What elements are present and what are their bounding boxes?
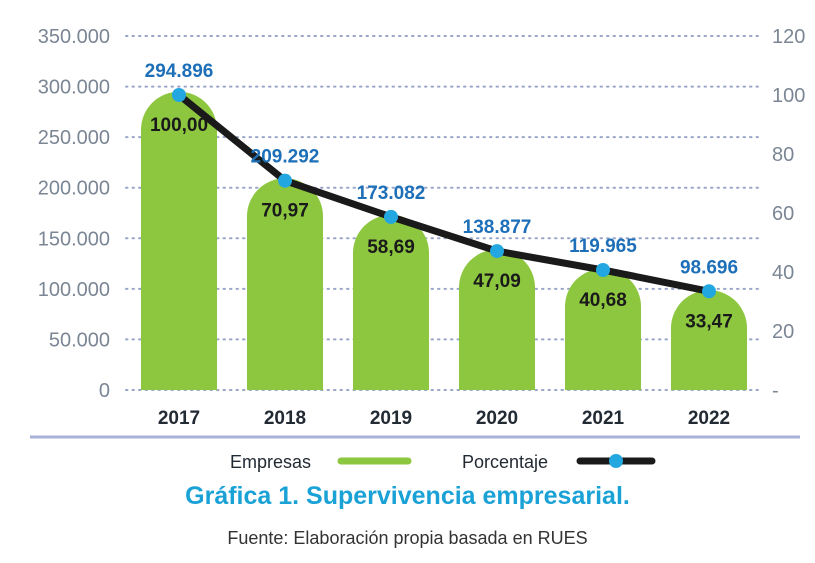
legend-label-porcentaje: Porcentaje — [462, 452, 548, 472]
y-axis-left: 0 50.000 100.000 150.000 200.000 250.000 300.0… — [38, 26, 110, 402]
x-tick-label: 2022 — [688, 408, 730, 429]
percent-label: 58,69 — [367, 237, 415, 258]
line-series — [172, 88, 716, 299]
y-left-tick-label: 350.000 — [38, 26, 110, 48]
y-right-tick-label: 100 — [772, 85, 805, 107]
series-line — [175, 91, 713, 295]
chart-svg: 0 50.000 100.000 150.000 200.000 250.000 300.0… — [30, 26, 805, 472]
percent-label: 40,68 — [579, 290, 627, 311]
x-tick-label: 2021 — [582, 408, 625, 429]
chart-title: Gráfica 1. Supervivencia empresarial. — [185, 482, 630, 510]
value-label: 294.896 — [145, 61, 214, 82]
y-left-tick-label: 100.000 — [38, 279, 110, 301]
percent-label: 100,00 — [150, 115, 208, 136]
line-point — [384, 209, 398, 224]
bar — [565, 268, 641, 390]
bar — [671, 290, 747, 390]
percent-label: 33,47 — [685, 311, 733, 332]
y-right-tick-label: 40 — [772, 262, 794, 284]
y-left-tick-label: 150.000 — [38, 228, 110, 250]
y-right-tick-label: 80 — [772, 144, 794, 166]
y-right-tick-label: 120 — [772, 26, 805, 48]
y-axis-right: - 20 40 60 80 100 120 — [772, 26, 805, 402]
grid-layer — [125, 35, 763, 391]
line-point — [596, 262, 610, 277]
value-label: 138.877 — [463, 217, 532, 238]
bar — [459, 249, 535, 390]
x-tick-label: 2017 — [158, 408, 200, 429]
y-left-tick-label: 250.000 — [38, 127, 110, 149]
value-label: 173.082 — [357, 183, 426, 204]
x-tick-label: 2020 — [476, 408, 518, 429]
line-point — [278, 173, 292, 188]
value-label: 119.965 — [569, 236, 637, 257]
x-tick-label: 2019 — [370, 408, 412, 429]
bar-series — [141, 91, 747, 390]
y-right-tick-label: - — [772, 380, 779, 402]
line-point — [702, 284, 716, 299]
chart-source: Fuente: Elaboración propia basada en RUE… — [227, 528, 588, 548]
y-left-tick-label: 50.000 — [49, 329, 110, 351]
line-point — [490, 244, 504, 259]
legend-label-empresas: Empresas — [230, 452, 311, 472]
x-axis: 2017 2018 2019 2020 2021 2022 — [30, 408, 800, 439]
value-label: 98.696 — [680, 257, 738, 278]
y-left-tick-label: 0 — [99, 380, 110, 402]
line-point — [172, 88, 186, 102]
percent-label: 47,09 — [473, 271, 521, 292]
legend-swatch-marker — [609, 454, 623, 468]
y-right-tick-label: 60 — [772, 203, 794, 225]
y-right-tick-label: 20 — [772, 321, 794, 343]
bar — [353, 214, 429, 390]
bar — [141, 91, 217, 390]
y-left-tick-label: 300.000 — [38, 77, 110, 99]
y-left-tick-label: 200.000 — [38, 178, 110, 200]
x-tick-label: 2018 — [264, 408, 306, 429]
bar — [247, 178, 323, 390]
percent-label: 70,97 — [261, 201, 309, 222]
data-labels: 294.896 209.292 173.082 138.877 119.965 98.69… — [145, 61, 738, 332]
legend: Empresas Porcentaje — [230, 452, 656, 472]
value-label: 209.292 — [251, 147, 320, 168]
